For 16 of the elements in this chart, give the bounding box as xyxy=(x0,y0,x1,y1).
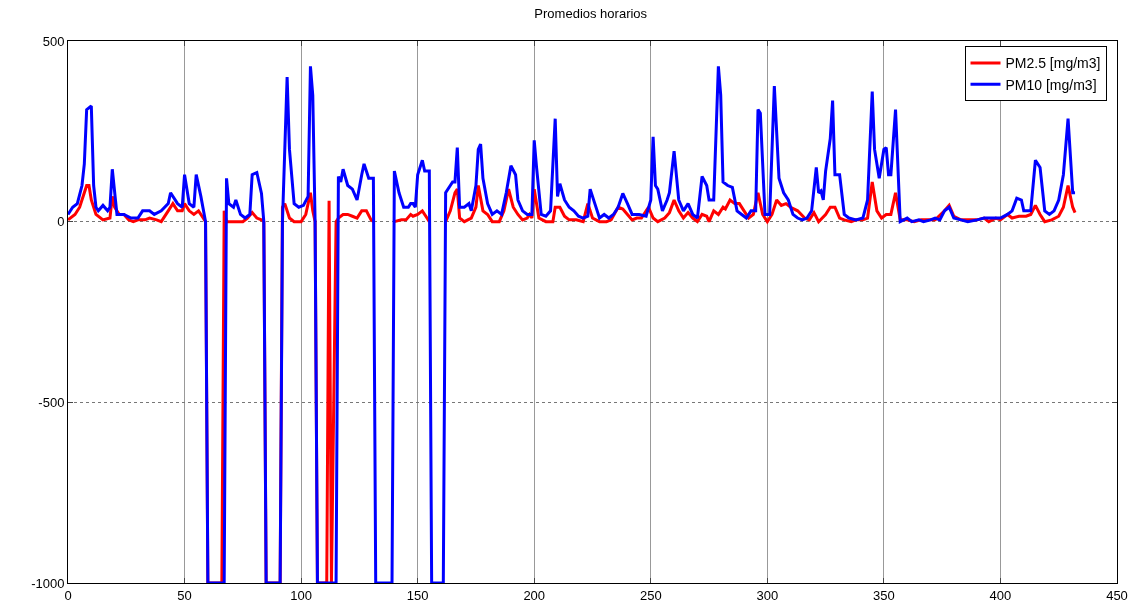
y-tick-label: 0 xyxy=(57,214,65,230)
legend-label: PM10 [mg/m3] xyxy=(1005,76,1097,93)
x-tick-label: 250 xyxy=(639,587,662,603)
x-tick-label: 100 xyxy=(290,587,312,603)
x-tick-label: 300 xyxy=(756,587,779,603)
x-tick-label: 450 xyxy=(1106,587,1128,603)
x-tick-label: 50 xyxy=(177,587,192,603)
chart-title: Promedios horarios xyxy=(534,6,648,22)
x-tick-label: 400 xyxy=(989,587,1012,603)
x-tick-label: 150 xyxy=(406,587,429,603)
legend-label: PM2.5 [mg/m3] xyxy=(1005,55,1101,72)
y-tick-label: -500 xyxy=(38,394,65,410)
y-tick-label: -1000 xyxy=(31,575,65,591)
x-tick-label: 350 xyxy=(873,587,895,603)
y-tick-label: 500 xyxy=(42,33,65,49)
x-tick-label: 200 xyxy=(523,587,546,603)
